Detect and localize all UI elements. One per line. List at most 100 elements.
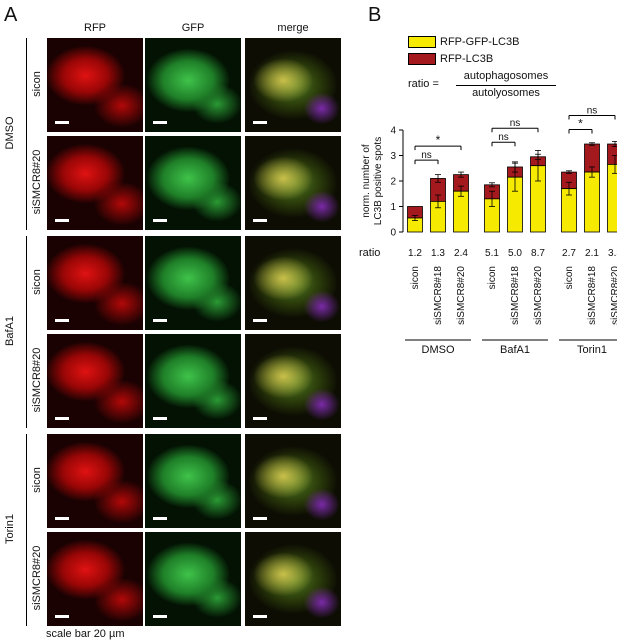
category-label: siSMCR8#20: [610, 266, 617, 325]
scale-bar: [153, 615, 167, 618]
column-header-gfp: GFP: [181, 22, 205, 34]
ratio-value: 1.3: [431, 248, 445, 259]
ratio-denominator: autolyosomes: [472, 87, 540, 99]
group-label: Torin1: [577, 344, 607, 356]
scale-bar: [55, 121, 69, 124]
group-label: BafA1: [500, 344, 530, 356]
micrograph-dmso-sicon-gfp: [145, 38, 241, 132]
legend-label-rfp: RFP-LC3B: [440, 53, 494, 65]
bar-segment-rfp-gfp-lc3b: [607, 164, 617, 233]
micrograph-dmso-sismcr8-merge: [245, 136, 341, 230]
micrograph-torin1-sicon-rfp: [47, 434, 143, 528]
y-tick-label: 0: [390, 228, 396, 239]
treatment-bracket-line: [26, 434, 27, 626]
category-label: siSMCR8#18: [587, 266, 598, 325]
bar-segment-rfp-gfp-lc3b: [453, 190, 469, 233]
category-label: sicon: [410, 266, 421, 289]
micrograph-torin1-sicon-gfp: [145, 434, 241, 528]
scale-bar: [253, 615, 267, 618]
micrograph-dmso-sismcr8-gfp: [145, 136, 241, 230]
category-label: siSMCR8#20: [533, 266, 544, 325]
micrograph-bafa1-sismcr8-merge: [245, 334, 341, 428]
bar-segment-rfp-gfp-lc3b: [584, 171, 600, 233]
ratio-fraction-line: [456, 85, 556, 86]
micrograph-bafa1-sicon-gfp: [145, 236, 241, 330]
row-label: siSMCR8#20: [31, 545, 43, 611]
micrograph-dmso-sicon-rfp: [47, 38, 143, 132]
column-header-rfp: RFP: [84, 22, 106, 34]
ratio-row-label: ratio: [359, 247, 380, 259]
treatment-label: Torin1: [4, 514, 16, 544]
legend-swatch-yellow: [408, 36, 436, 48]
row-label: siSMCR8#20: [31, 347, 43, 413]
micrograph-bafa1-sicon-rfp: [47, 236, 143, 330]
scale-bar: [153, 517, 167, 520]
scale-bar: [55, 417, 69, 420]
category-label: sicon: [564, 266, 575, 289]
scale-bar: [153, 319, 167, 322]
micrograph-bafa1-sismcr8-gfp: [145, 334, 241, 428]
panel-a-letter: A: [4, 4, 18, 26]
significance-label: *: [436, 133, 441, 147]
ratio-value: 2.1: [585, 248, 599, 259]
significance-label: ns: [587, 105, 598, 116]
row-label: sicon: [31, 467, 43, 493]
micrograph-torin1-sismcr8-rfp: [47, 532, 143, 626]
scale-bar: [253, 121, 267, 124]
ratio-value: 1.2: [408, 248, 422, 259]
ratio-value: 2.4: [454, 248, 468, 259]
ratio-numerator: autophagosomes: [463, 70, 549, 82]
scale-bar: [253, 219, 267, 222]
stacked-bar-chart: 0 1 2 3 4 norm. number of LC3B positive spots 1…: [359, 105, 617, 356]
row-label: sicon: [31, 71, 43, 97]
scale-bar: [55, 615, 69, 618]
bar-segment-rfp-lc3b: [607, 143, 617, 165]
legend-item-rfp: RFP-LC3B: [408, 53, 493, 65]
legend-swatch-red: [408, 53, 436, 65]
y-axis-label: LC3B positive spots: [373, 137, 384, 225]
ratio-value: 5.0: [508, 248, 522, 259]
micrograph-torin1-sicon-merge: [245, 434, 341, 528]
category-label: siSMCR8#18: [433, 266, 444, 325]
micrograph-dmso-sicon-merge: [245, 38, 341, 132]
scale-bar: [55, 219, 69, 222]
y-tick-label: 4: [390, 126, 396, 137]
significance-label: ns: [510, 118, 521, 129]
scale-bar: [253, 517, 267, 520]
y-tick-label: 3: [390, 151, 396, 162]
significance-label: ns: [421, 150, 432, 161]
row-label: siSMCR8#20: [31, 149, 43, 215]
legend-label-rfp-gfp: RFP-GFP-LC3B: [440, 36, 520, 48]
treatment-label: DMSO: [4, 116, 16, 150]
significance-label: *: [578, 116, 583, 130]
y-tick-label: 2: [390, 177, 396, 188]
legend-item-rfp-gfp: RFP-GFP-LC3B: [408, 36, 519, 48]
scale-bar: [153, 417, 167, 420]
micrograph-dmso-sismcr8-rfp: [47, 136, 143, 230]
panel-b-letter: B: [368, 4, 382, 26]
micrograph-torin1-sismcr8-merge: [245, 532, 341, 626]
y-axis-label: norm. number of: [361, 144, 372, 218]
treatment-bracket-line: [26, 38, 27, 230]
row-label: sicon: [31, 269, 43, 295]
scale-bar: [253, 417, 267, 420]
group-label: DMSO: [422, 344, 455, 356]
scale-bar: [55, 517, 69, 520]
ratio-value: 8.7: [531, 248, 545, 259]
scale-bar-caption: scale bar 20 µm: [46, 628, 125, 640]
category-label: siSMCR8#20: [456, 266, 467, 325]
column-header-merge: merge: [277, 22, 309, 34]
ratio-value: 2.7: [562, 248, 576, 259]
ratio-value: 5.1: [485, 248, 499, 259]
micrograph-bafa1-sismcr8-rfp: [47, 334, 143, 428]
micrograph-torin1-sismcr8-gfp: [145, 532, 241, 626]
treatment-label: BafA1: [4, 316, 16, 346]
category-label: siSMCR8#18: [510, 266, 521, 325]
ratio-formula-prefix: ratio =: [408, 78, 439, 90]
micrograph-bafa1-sicon-merge: [245, 236, 341, 330]
significance-label: ns: [498, 132, 509, 143]
scale-bar: [253, 319, 267, 322]
y-tick-label: 1: [390, 202, 396, 213]
scale-bar: [55, 319, 69, 322]
ratio-value: 3.3: [608, 248, 617, 259]
